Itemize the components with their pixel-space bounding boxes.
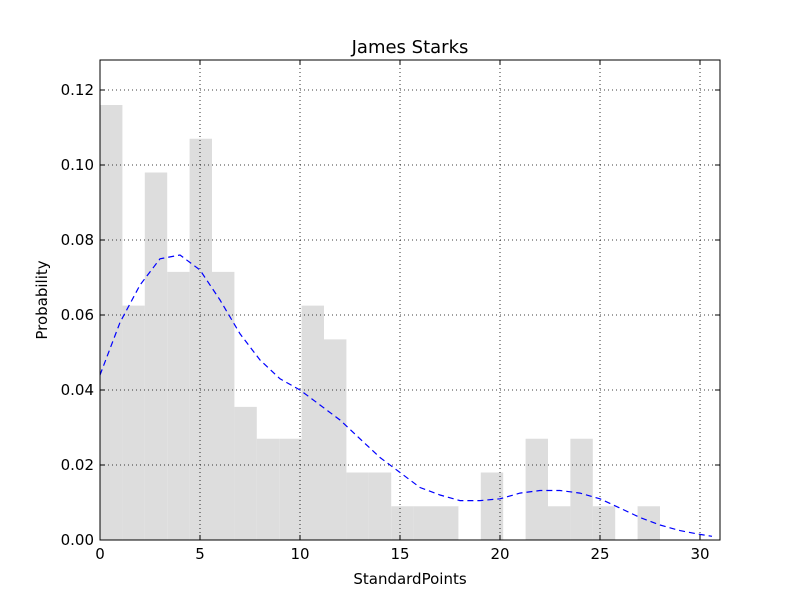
histogram-bar (122, 305, 145, 540)
y-axis-label: Probability (33, 260, 51, 339)
histogram-bar (592, 506, 616, 540)
x-axis-label: StandardPoints (353, 570, 466, 588)
x-tick-label: 30 (690, 545, 709, 563)
histogram-bar (436, 506, 459, 540)
x-tick-label: 15 (390, 545, 409, 563)
x-tick-label: 5 (195, 545, 205, 563)
density-curve (99, 254, 713, 537)
histogram-bar (279, 438, 302, 540)
histogram-bar (637, 506, 660, 540)
histogram-bar (256, 438, 280, 540)
y-tick-label: 0.08 (61, 231, 94, 249)
x-tick-label: 20 (490, 545, 509, 563)
histogram-bar (301, 305, 324, 540)
histogram-bar (324, 339, 347, 540)
histogram-bar (212, 271, 235, 540)
histogram-bar (346, 472, 369, 540)
plot-area-frame (99, 59, 721, 541)
grid-lines (100, 60, 720, 540)
y-tick-label: 0.12 (61, 81, 94, 99)
histogram-bar (167, 271, 190, 540)
x-tick-label: 0 (95, 545, 105, 563)
histogram-bar (548, 506, 571, 540)
histogram-bar (368, 472, 392, 540)
x-tick-label: 10 (290, 545, 309, 563)
histogram-bar (413, 506, 436, 540)
y-tick-label: 0.04 (61, 381, 94, 399)
y-tick-label: 0.10 (61, 156, 94, 174)
histogram-bar (480, 472, 504, 540)
density-curve-layer (99, 254, 713, 537)
y-tick-label: 0.00 (61, 531, 94, 549)
x-tick-labels: 0 5 10 15 20 25 30 (95, 545, 709, 563)
histogram-bars (100, 105, 660, 540)
histogram-bar (234, 406, 257, 540)
histogram-bar (144, 172, 168, 540)
histogram-bar (525, 438, 548, 540)
y-tick-labels: 0.00 0.02 0.04 0.06 0.08 0.10 0.12 (61, 81, 94, 549)
histogram-bar (189, 138, 212, 540)
chart-title: James Starks (351, 37, 469, 58)
axis-ticks (99, 60, 720, 541)
histogram-bar (570, 438, 593, 540)
x-tick-label: 25 (590, 545, 609, 563)
histogram-bar (391, 506, 414, 540)
y-tick-label: 0.06 (61, 306, 94, 324)
y-tick-label: 0.02 (61, 456, 94, 474)
histogram-bar (100, 105, 123, 540)
